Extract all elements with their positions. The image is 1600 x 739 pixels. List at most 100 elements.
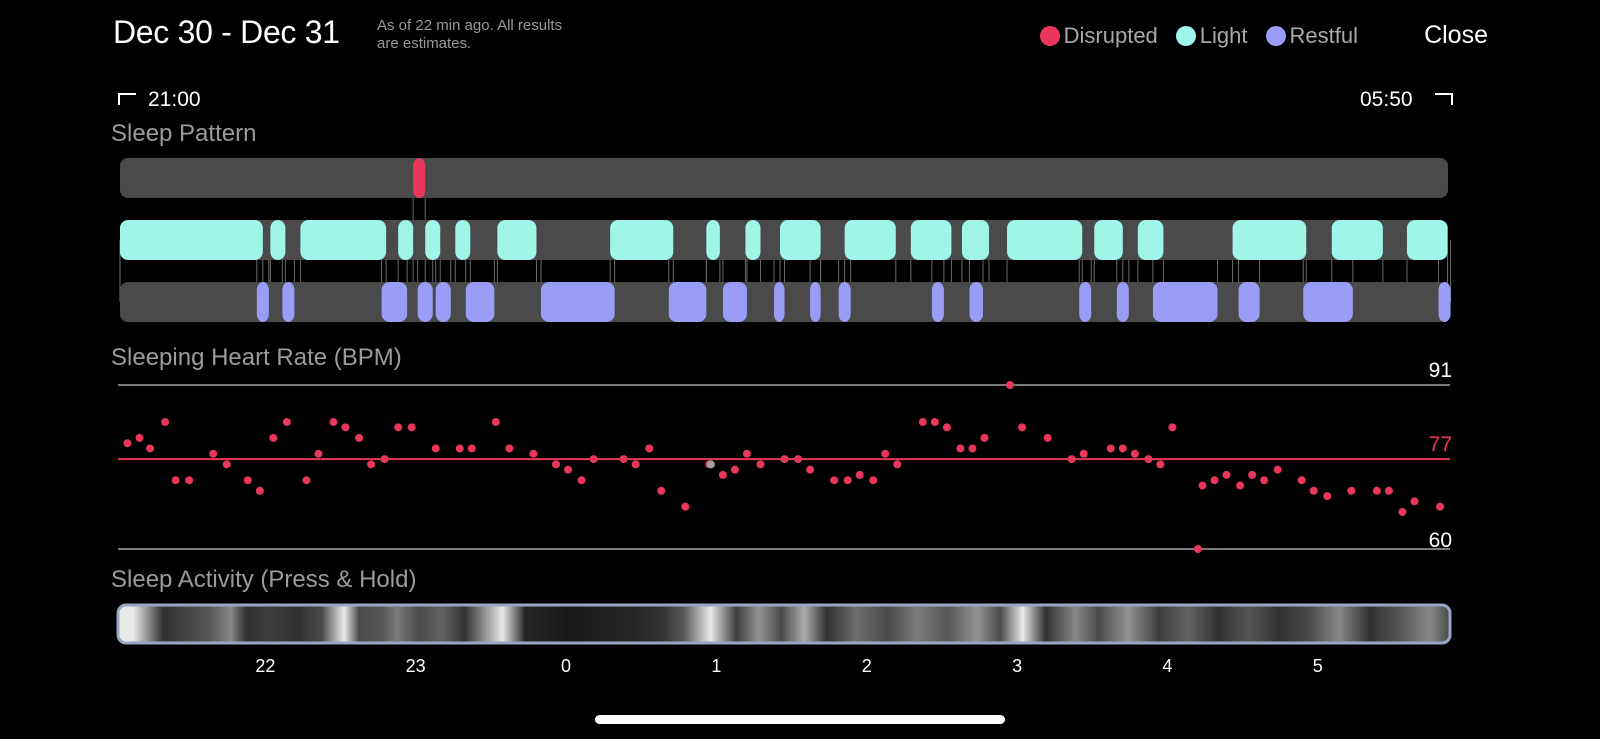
heart-rate-point	[171, 476, 180, 485]
restful-segment	[1079, 282, 1092, 322]
hour-tick-label: 23	[406, 656, 426, 676]
heart-rate-point	[243, 476, 252, 485]
restful-segment	[722, 282, 747, 322]
heart-rate-point	[1018, 423, 1027, 432]
restful-segment	[417, 282, 433, 322]
heart-rate-point	[780, 455, 789, 464]
restful-segment	[838, 282, 851, 322]
sleep-pattern-chart[interactable]	[0, 150, 1600, 330]
disrupted-dot-icon	[1039, 26, 1060, 46]
light-segment	[706, 220, 720, 260]
hour-tick-label: 0	[561, 656, 571, 676]
light-segment	[745, 220, 761, 260]
page-title: Dec 30 - Dec 31	[113, 14, 340, 50]
heart-rate-point	[730, 465, 739, 474]
heart-rate-point	[161, 418, 170, 427]
heart-rate-point	[269, 433, 278, 442]
hour-tick-label: 4	[1162, 656, 1172, 676]
heart-rate-point	[1248, 470, 1257, 479]
heart-rate-point	[1193, 545, 1202, 553]
sleep-pattern-label: Sleep Pattern	[111, 120, 257, 147]
light-segment	[844, 220, 896, 260]
heart-rate-point	[893, 460, 902, 469]
heart-rate-point	[355, 433, 364, 442]
heart-rate-point	[209, 449, 218, 458]
heart-rate-point	[756, 460, 765, 469]
home-indicator[interactable]	[595, 715, 1005, 724]
sleep-activity-label: Sleep Activity (Press & Hold)	[111, 566, 417, 593]
close-button[interactable]: Close	[1424, 21, 1488, 49]
heart-rate-point	[1410, 497, 1419, 506]
heart-rate-point	[1436, 502, 1445, 511]
heart-rate-point	[431, 444, 440, 453]
light-segment	[1094, 220, 1123, 260]
disrupted-track	[120, 158, 1448, 198]
light-segment	[120, 220, 263, 260]
restful-segment	[774, 282, 785, 322]
heart-rate-point	[843, 476, 852, 485]
disrupted-segment	[413, 158, 426, 198]
heart-rate-point	[564, 465, 573, 474]
heart-rate-chart[interactable]: 91 77 60	[0, 360, 1600, 560]
max-value: 91	[1429, 360, 1452, 382]
heart-rate-point	[619, 455, 628, 464]
heart-rate-point	[529, 449, 538, 458]
legend: Disrupted Light Restful	[1039, 23, 1358, 49]
restful-segment	[1116, 282, 1129, 322]
heart-rate-point	[806, 465, 815, 474]
heart-rate-point	[1398, 507, 1407, 516]
heart-rate-point	[1273, 465, 1282, 474]
light-segment	[910, 220, 952, 260]
heart-rate-point	[956, 444, 965, 453]
heart-rate-point	[1323, 492, 1332, 501]
heart-rate-point	[455, 444, 464, 453]
restful-segment	[256, 282, 269, 322]
legend-disrupted: Disrupted	[1039, 23, 1158, 49]
heart-rate-point	[980, 433, 989, 442]
heart-rate-point	[1347, 486, 1356, 495]
light-segment	[497, 220, 537, 260]
estimate-note: As of 22 min ago. All results are estima…	[377, 17, 563, 52]
heart-rate-point	[881, 449, 890, 458]
heart-rate-point	[123, 439, 132, 448]
heart-rate-point	[255, 486, 264, 495]
light-segment	[1007, 220, 1083, 260]
end-bracket-icon	[1435, 93, 1453, 105]
light-segment	[425, 220, 441, 260]
light-segment	[780, 220, 821, 260]
restful-dot-icon	[1265, 26, 1286, 46]
heart-rate-label: Sleeping Heart Rate (BPM)	[111, 344, 402, 371]
restful-segment	[540, 282, 615, 322]
light-segment	[1232, 220, 1307, 260]
restful-segment	[1238, 282, 1260, 322]
heart-rate-point	[631, 460, 640, 469]
heart-rate-point	[1236, 481, 1245, 490]
heart-rate-point	[222, 460, 231, 469]
light-segment	[1137, 220, 1164, 260]
heart-rate-point	[1106, 444, 1115, 453]
heart-rate-point	[491, 418, 500, 427]
heart-rate-point	[552, 460, 561, 469]
heart-rate-point	[1198, 481, 1207, 490]
heart-rate-point	[1210, 476, 1219, 485]
hour-tick-label: 3	[1012, 656, 1022, 676]
heart-rate-point	[380, 455, 389, 464]
heart-rate-point	[1118, 444, 1127, 453]
light-segment	[300, 220, 387, 260]
restful-segment	[810, 282, 821, 322]
avg-value: 77	[1429, 433, 1452, 456]
restful-segment	[435, 282, 451, 322]
hour-tick-label: 1	[711, 656, 721, 676]
restful-segment	[668, 282, 707, 322]
sleep-activity-chart[interactable]: 22 23 0 1 2 3 4 5	[0, 600, 1600, 680]
hour-tick-label: 2	[862, 656, 872, 676]
heart-rate-point	[1067, 455, 1076, 464]
hour-tick-label: 5	[1313, 656, 1323, 676]
legend-light: Light	[1175, 23, 1248, 49]
restful-segment	[381, 282, 408, 322]
restful-segment	[282, 282, 295, 322]
heart-rate-point	[329, 418, 338, 427]
heart-rate-point	[135, 433, 144, 442]
heart-rate-point	[1156, 460, 1165, 469]
heart-rate-point	[394, 423, 403, 432]
